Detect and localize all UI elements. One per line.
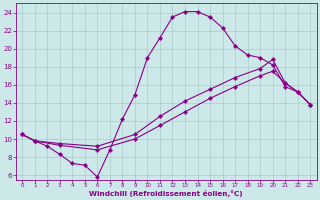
X-axis label: Windchill (Refroidissement éolien,°C): Windchill (Refroidissement éolien,°C) (89, 190, 243, 197)
